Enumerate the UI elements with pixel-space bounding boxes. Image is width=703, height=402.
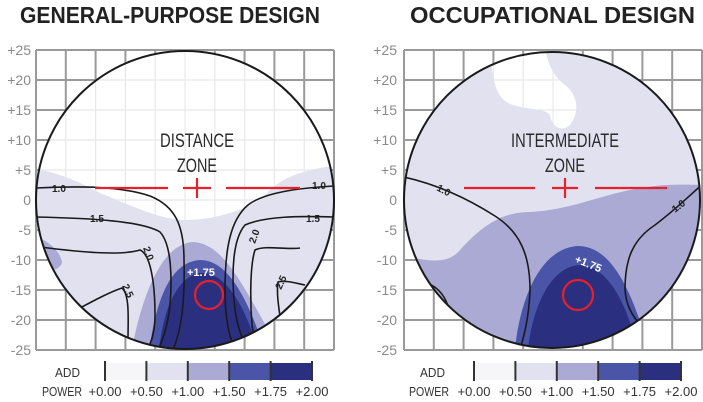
occupational-map: 1.0 1.0 INTERMEDIATE ZONE +1.75 xyxy=(403,49,703,351)
contour-label: 2.0 xyxy=(247,228,262,245)
contour-label: 1.0 xyxy=(52,184,66,195)
legend-swatch xyxy=(270,363,312,380)
legend-swatch xyxy=(105,363,147,380)
y-tick-label: +10 xyxy=(373,132,397,148)
y-tick-label: 0 xyxy=(389,192,397,208)
legend-tick-label: +1.00 xyxy=(540,384,573,399)
legend-swatch xyxy=(187,363,230,380)
legend-tick-label: +1.75 xyxy=(623,384,656,399)
y-tick-label: -25 xyxy=(377,342,397,358)
legend-tick-label: +1.50 xyxy=(582,384,615,399)
contour-1-5-left xyxy=(36,216,172,349)
y-tick-label: -5 xyxy=(19,222,32,238)
panel-title-occupational: OCCUPATIONAL DESIGN xyxy=(410,2,695,28)
fitting-cross xyxy=(95,178,300,198)
legend-swatch xyxy=(515,363,557,380)
legend-swatch xyxy=(146,363,188,380)
y-tick-label: -15 xyxy=(11,282,31,298)
legend-swatch xyxy=(229,363,271,380)
add-power-legend-right: ADD POWER +0.00 +0.50 +1.00 +1.50 +1.75 +2.00 xyxy=(409,361,697,399)
legend-tick-label: +1.50 xyxy=(213,384,246,399)
panel-title-general-purpose: GENERAL-PURPOSE DESIGN xyxy=(20,2,320,28)
legend-label-power: POWER xyxy=(409,384,449,399)
fitting-cross xyxy=(464,178,667,198)
legend-label-add: ADD xyxy=(55,365,80,380)
near-power-label: +1.75 xyxy=(187,267,215,279)
contour-2-5-left xyxy=(79,287,130,341)
contour-label: 2.0 xyxy=(140,245,155,262)
legend-tick-label: +2.00 xyxy=(665,384,698,399)
contour-1-0-right xyxy=(224,185,334,349)
y-tick-label: 0 xyxy=(23,192,31,208)
y-tick-label: +25 xyxy=(7,42,31,58)
legend-label-add: ADD xyxy=(420,365,445,380)
y-tick-label: -20 xyxy=(11,312,31,328)
legend-tick-label: +0.00 xyxy=(458,384,491,399)
contour-label: 2.5 xyxy=(274,274,290,292)
contour-1-0-left xyxy=(404,176,531,348)
general-purpose-map: 1.0 1.0 1.5 1.5 2.0 2.0 2.5 2.5 DISTANCE… xyxy=(35,49,335,351)
y-tick-label: +15 xyxy=(373,102,397,118)
legend-tick-label: +1.75 xyxy=(254,384,287,399)
distance-zone-label: DISTANCE xyxy=(160,131,234,152)
legend-label-power: POWER xyxy=(42,384,82,399)
contour-label: 1.5 xyxy=(90,214,104,225)
y-tick-label: +5 xyxy=(15,162,31,178)
contour-label: 1.0 xyxy=(312,181,326,192)
near-reference-circle xyxy=(193,279,225,311)
intermediate-zone-label: INTERMEDIATE xyxy=(511,131,619,152)
y-axis-right: +25 +20 +15 +10 +5 0 -5 -10 -15 -20 -25 xyxy=(373,42,397,358)
y-tick-label: -10 xyxy=(11,252,31,268)
y-tick-label: +15 xyxy=(7,102,31,118)
y-tick-label: +25 xyxy=(373,42,397,58)
legend-tick-label: +0.00 xyxy=(89,384,122,399)
legend-tick-label: +1.00 xyxy=(171,384,204,399)
y-tick-label: -5 xyxy=(385,222,398,238)
y-tick-label: +20 xyxy=(373,72,397,88)
contour-1-5-right xyxy=(232,215,334,349)
near-reference-circle xyxy=(561,278,595,312)
legend-swatch xyxy=(556,363,599,380)
y-tick-label: -25 xyxy=(11,342,31,358)
legend-tick-label: +2.00 xyxy=(296,384,329,399)
intermediate-zone-label-line2: ZONE xyxy=(545,156,585,177)
y-axis-left: +25 +20 +15 +10 +5 0 -5 -10 -15 -20 -25 xyxy=(7,42,31,358)
legend-tick-label: +0.50 xyxy=(130,384,163,399)
legend-tick-label: +0.50 xyxy=(499,384,532,399)
contour-1-0-left xyxy=(36,186,185,349)
y-tick-label: -15 xyxy=(377,282,397,298)
contour-label: 1.5 xyxy=(306,214,320,225)
legend-swatch xyxy=(598,363,640,380)
y-tick-label: +10 xyxy=(7,132,31,148)
legend-swatch xyxy=(639,363,681,380)
distance-zone-label-line2: ZONE xyxy=(177,156,217,177)
add-power-legend-left: ADD POWER +0.00 +0.50 +1.00 +1.50 +1.75 +2.00 xyxy=(42,361,328,399)
contour-label: 2.5 xyxy=(119,283,135,301)
y-tick-label: +5 xyxy=(381,162,397,178)
y-tick-label: +20 xyxy=(7,72,31,88)
contour-1-0-right xyxy=(624,182,700,326)
legend-swatch xyxy=(474,363,516,380)
contour-2-0-left xyxy=(39,246,156,349)
y-tick-label: -10 xyxy=(377,252,397,268)
y-tick-label: -20 xyxy=(377,312,397,328)
